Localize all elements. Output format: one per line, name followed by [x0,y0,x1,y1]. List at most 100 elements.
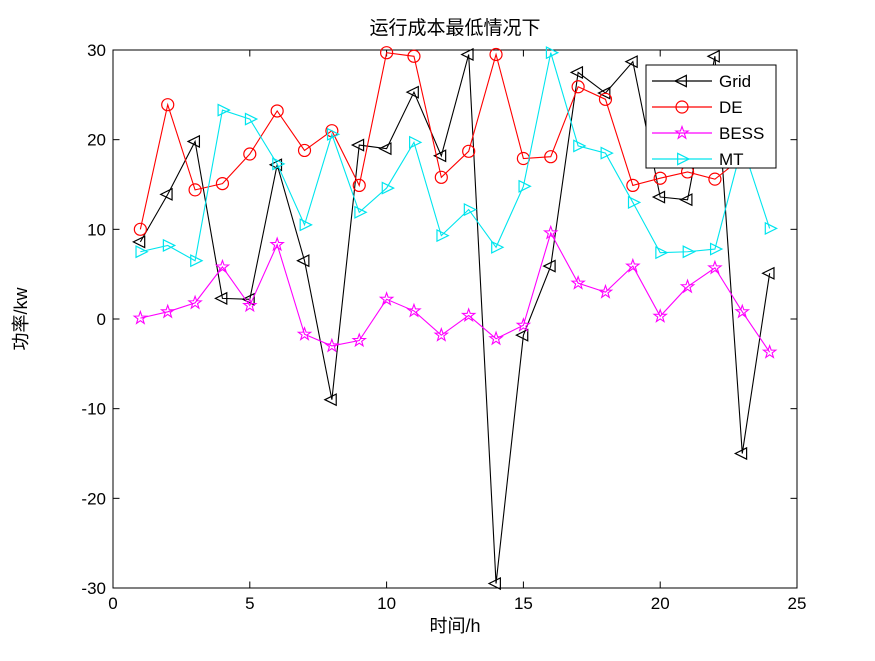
x-tick-label: 25 [788,594,807,613]
plot-area: 0 5 10 15 20 25 -30 -20 -10 0 10 20 30 [81,41,806,613]
series-grid-marker [132,235,146,249]
series-mt-marker [682,245,696,259]
series-grid-marker [761,266,775,280]
series-bess-marker [296,326,313,341]
series-bess-marker [652,308,668,323]
series-bess-marker [406,302,422,318]
series-de-marker [161,98,175,112]
x-tick-label: 15 [514,594,533,613]
series-de-marker [297,143,312,158]
series-grid-marker [405,85,419,99]
series-grid-marker [323,393,337,407]
legend-sample-marker-bess [674,124,690,140]
series-de-marker [270,104,284,118]
series-bess-marker [214,258,231,274]
series-mt-marker [354,205,368,219]
y-tick-label: 10 [87,220,106,239]
series-grid-marker [159,187,173,201]
series-de-marker [352,178,366,192]
series-grid-marker [378,142,392,156]
x-tick-label: 20 [651,594,670,613]
series-mt-marker [190,254,204,268]
series-de-marker [598,92,613,106]
series-mt-marker [409,135,423,149]
y-tick-label: -10 [81,400,106,419]
series-mt-marker [518,179,532,193]
y-tick-label: -30 [81,579,106,598]
legend-sample-marker-grid [673,74,687,88]
series-bess-marker [187,294,203,310]
series-grid-marker [432,149,447,163]
series-grid-marker [350,138,365,152]
series-grid-marker [706,49,720,63]
series-bess-marker [707,259,723,275]
y-axis-label: 功率/kw [11,286,31,350]
x-axis-label: 时间/h [429,616,480,636]
series-mt-marker [573,139,587,153]
series-de-marker [544,150,558,164]
series-mt-marker [326,127,341,141]
series-mt-marker [655,246,669,260]
series-mt-marker [709,242,724,256]
series-mt-marker [545,46,560,60]
series-bess-marker [324,337,340,353]
series-grid-marker [733,446,748,461]
series-bess-marker [433,326,450,342]
series-de-marker [571,80,585,94]
series-grid-marker [487,576,501,591]
series-de-line [139,52,770,230]
series-grid-marker [460,47,474,62]
x-tick-label: 10 [377,594,396,613]
x-tick-label: 0 [108,594,117,613]
series-de-marker [626,178,640,192]
series-bess-marker [351,332,368,348]
series-bess-line [140,231,771,353]
series-grid-marker [515,328,529,342]
series-bess-marker [515,317,532,332]
series-de-marker [325,124,339,138]
series-grid-marker [186,134,201,149]
series-bess-marker [269,236,285,252]
series-bess-marker [542,224,559,240]
legend-sample-marker-de [675,100,689,114]
series-mt-marker [135,245,149,259]
series-grid-marker [679,193,693,207]
legend-frame [645,64,777,169]
series-grid-marker [214,291,228,305]
series-de-marker [489,47,503,62]
series-bess-marker [734,303,751,319]
series-de-marker [243,147,257,161]
series-bess-marker [132,309,149,325]
series-bess-marker [242,297,258,313]
x-tick-label: 5 [245,594,254,613]
series-mt-marker [600,146,614,160]
series-grid-marker [597,86,611,100]
series-mt-marker [162,238,177,253]
series-bess-marker [679,278,696,294]
series-grid-marker [542,259,556,273]
series-mt-marker [381,181,395,195]
series-grid-marker [569,65,584,79]
series-mt-marker [463,203,478,217]
series-mt-marker [244,112,259,126]
series-de-marker [462,144,476,158]
legend-box: Grid DE BESS MT [645,64,777,169]
series-de-marker [380,46,394,60]
series-mt-marker [217,103,231,117]
y-tick-label: -20 [81,489,106,508]
series-de-marker [215,177,230,191]
legend-label-mt: MT [719,150,744,169]
y-tick-label: 20 [87,131,106,150]
series-mt-marker [764,221,778,236]
series-bess-marker [597,283,614,299]
series-bess-marker [570,274,586,290]
legend-label-grid: Grid [719,72,751,91]
series-bess-marker [460,307,477,323]
series-mt-marker [436,229,450,243]
series-grid-marker [651,190,666,204]
y-tick-label: 0 [97,310,106,329]
legend-sample-marker-mt [677,152,691,166]
series-grid-marker [624,55,638,69]
